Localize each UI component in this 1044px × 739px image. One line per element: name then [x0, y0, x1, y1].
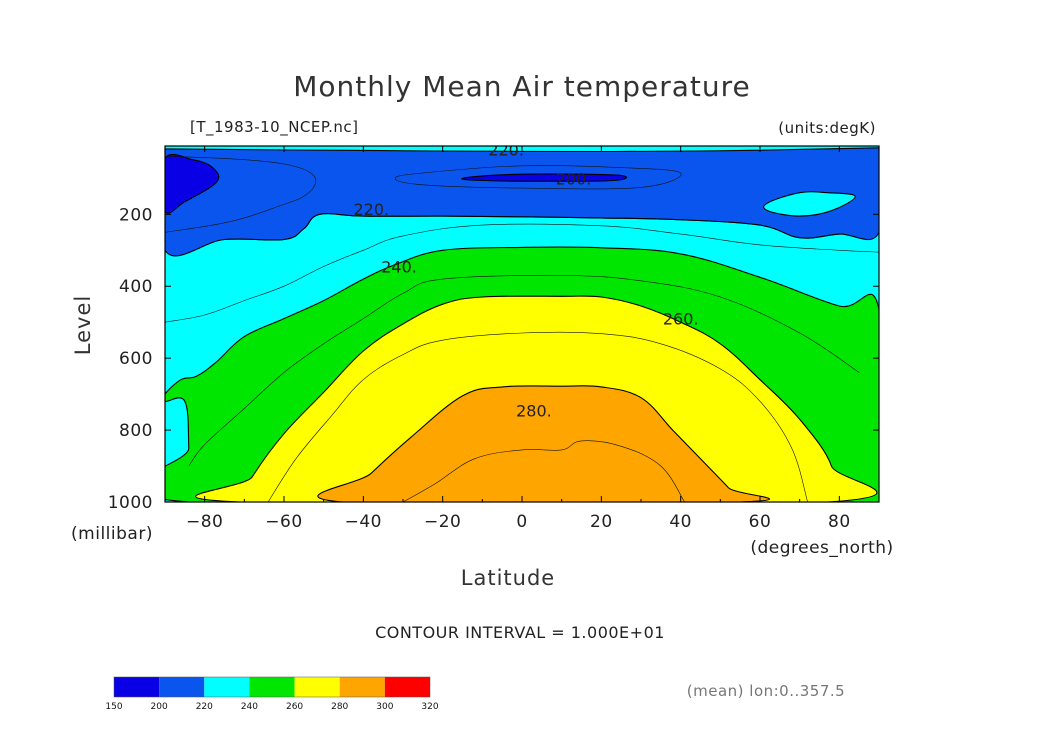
y-units-label: (millibar) — [71, 524, 153, 544]
colorbar-swatch-6 — [384, 677, 430, 697]
contour-fill-5 — [165, 153, 220, 214]
file-label: [T_1983-10_NCEP.nc] — [190, 118, 358, 137]
colorbar-label-1: 200 — [151, 702, 168, 712]
contour-line-2 — [188, 275, 860, 467]
y-axis-label: Level — [71, 295, 95, 355]
contour-line-5 — [394, 165, 682, 190]
contour-fills — [165, 146, 879, 502]
colorbar-label-4: 260 — [286, 702, 303, 712]
colorbar-swatch-3 — [249, 677, 295, 697]
colorbar-label-5: 280 — [331, 702, 348, 712]
contour-fill-7 — [763, 191, 856, 217]
x-units-label: (degrees_north) — [750, 538, 893, 558]
y-tick-label-1: 400 — [119, 277, 153, 297]
colorbar-swatch-5 — [339, 677, 385, 697]
y-tick-label-3: 800 — [119, 421, 153, 441]
y-tick-label-0: 200 — [119, 205, 153, 225]
colorbar-frame — [113, 676, 431, 698]
x-tick-label-0: −80 — [186, 512, 223, 532]
units-label: (units:degK) — [778, 119, 876, 137]
x-axis-ticks: −80 −60 −40 −20 0 20 40 60 80 — [164, 146, 880, 532]
contour-line-4 — [402, 440, 685, 502]
x-tick-label-8: 80 — [828, 512, 851, 532]
x-tick-label-6: 40 — [669, 512, 692, 532]
x-tick-label-3: −20 — [424, 512, 461, 532]
contour-label-3: 240. — [381, 257, 417, 276]
contour-line-0 — [165, 156, 317, 233]
colorbar-swatch-4 — [294, 677, 340, 697]
colorbar-swatch-1 — [159, 677, 205, 697]
contour-lines — [165, 156, 879, 502]
contour-labels: 220. 200. 220. 240. 260. 280. — [353, 141, 699, 420]
mean-note: (mean) lon:0..357.5 — [687, 682, 845, 700]
colorbar-swatch-2 — [204, 677, 250, 697]
x-tick-label-1: −60 — [265, 512, 302, 532]
colorbar-label-2: 220 — [196, 702, 213, 712]
contour-label-4: 260. — [663, 310, 699, 329]
contour-line-3 — [267, 331, 808, 502]
colorbar: 150 200 220 240 260 280 300 320 — [105, 676, 439, 712]
x-tick-label-5: 20 — [590, 512, 613, 532]
contour-line-1 — [165, 223, 879, 323]
x-tick-label-2: −40 — [345, 512, 382, 532]
y-tick-label-2: 600 — [119, 349, 153, 369]
colorbar-label-7: 320 — [421, 702, 438, 712]
colorbar-label-3: 240 — [241, 702, 258, 712]
colorbar-label-6: 300 — [376, 702, 393, 712]
x-axis-label: Latitude — [461, 566, 555, 590]
contour-label-1: 200. — [556, 169, 592, 188]
y-tick-label-4: 1000 — [108, 493, 153, 513]
contour-fill-6 — [461, 173, 628, 182]
contour-fill-4 — [165, 146, 879, 257]
chart-title: Monthly Mean Air temperature — [293, 70, 751, 103]
contour-label-5: 280. — [516, 401, 552, 420]
x-tick-label-4: 0 — [516, 512, 527, 532]
contour-interval: CONTOUR INTERVAL = 1.000E+01 — [375, 623, 665, 642]
y-axis-ticks: 200 400 600 800 1000 — [108, 205, 879, 513]
colorbar-label-0: 150 — [105, 702, 122, 712]
contour-label-0: 220. — [488, 141, 524, 160]
colorbar-swatch-0 — [114, 677, 160, 697]
x-tick-label-7: 60 — [749, 512, 772, 532]
contour-label-2: 220. — [353, 200, 389, 219]
plot-area: 220. 200. 220. 240. 260. 280. — [165, 141, 879, 502]
